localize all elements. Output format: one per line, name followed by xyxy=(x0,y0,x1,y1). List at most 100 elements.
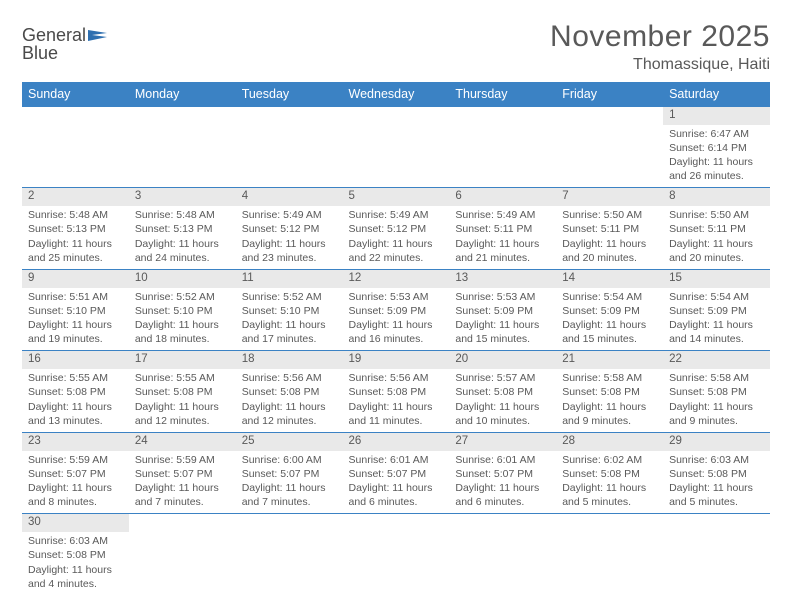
day-header: Tuesday xyxy=(236,82,343,107)
day-details: Sunrise: 5:52 AMSunset: 5:10 PMDaylight:… xyxy=(129,288,236,351)
day-number: 18 xyxy=(236,351,343,369)
calendar-cell: 25Sunrise: 6:00 AMSunset: 5:07 PMDayligh… xyxy=(236,432,343,513)
calendar-cell: 8Sunrise: 5:50 AMSunset: 5:11 PMDaylight… xyxy=(663,188,770,269)
day-details: Sunrise: 5:54 AMSunset: 5:09 PMDaylight:… xyxy=(556,288,663,351)
title-block: November 2025 Thomassique, Haiti xyxy=(550,20,770,74)
day-details: Sunrise: 5:50 AMSunset: 5:11 PMDaylight:… xyxy=(556,206,663,269)
calendar-cell: 11Sunrise: 5:52 AMSunset: 5:10 PMDayligh… xyxy=(236,269,343,350)
day-header: Wednesday xyxy=(343,82,450,107)
calendar-row: 23Sunrise: 5:59 AMSunset: 5:07 PMDayligh… xyxy=(22,432,770,513)
calendar-cell: 26Sunrise: 6:01 AMSunset: 5:07 PMDayligh… xyxy=(343,432,450,513)
calendar-cell: 29Sunrise: 6:03 AMSunset: 5:08 PMDayligh… xyxy=(663,432,770,513)
brand-part1: General xyxy=(22,25,86,45)
calendar-cell-empty xyxy=(129,514,236,595)
day-number: 11 xyxy=(236,270,343,288)
day-details: Sunrise: 6:03 AMSunset: 5:08 PMDaylight:… xyxy=(22,532,129,595)
calendar-cell-empty xyxy=(129,107,236,188)
day-number: 27 xyxy=(449,433,556,451)
day-number: 8 xyxy=(663,188,770,206)
calendar-cell-empty xyxy=(236,514,343,595)
day-details: Sunrise: 5:49 AMSunset: 5:11 PMDaylight:… xyxy=(449,206,556,269)
calendar-cell: 6Sunrise: 5:49 AMSunset: 5:11 PMDaylight… xyxy=(449,188,556,269)
calendar-cell: 4Sunrise: 5:49 AMSunset: 5:12 PMDaylight… xyxy=(236,188,343,269)
calendar-cell-empty xyxy=(343,514,450,595)
day-number: 17 xyxy=(129,351,236,369)
page-subtitle: Thomassique, Haiti xyxy=(550,56,770,74)
calendar-cell: 10Sunrise: 5:52 AMSunset: 5:10 PMDayligh… xyxy=(129,269,236,350)
calendar-cell-empty xyxy=(556,514,663,595)
calendar-cell: 3Sunrise: 5:48 AMSunset: 5:13 PMDaylight… xyxy=(129,188,236,269)
calendar-cell: 7Sunrise: 5:50 AMSunset: 5:11 PMDaylight… xyxy=(556,188,663,269)
calendar-cell-empty xyxy=(236,107,343,188)
page-title: November 2025 xyxy=(550,20,770,54)
day-details: Sunrise: 5:48 AMSunset: 5:13 PMDaylight:… xyxy=(129,206,236,269)
calendar-cell: 12Sunrise: 5:53 AMSunset: 5:09 PMDayligh… xyxy=(343,269,450,350)
day-number: 16 xyxy=(22,351,129,369)
day-number: 12 xyxy=(343,270,450,288)
day-details: Sunrise: 6:00 AMSunset: 5:07 PMDaylight:… xyxy=(236,451,343,514)
day-number: 9 xyxy=(22,270,129,288)
day-details: Sunrise: 5:53 AMSunset: 5:09 PMDaylight:… xyxy=(343,288,450,351)
day-details: Sunrise: 5:51 AMSunset: 5:10 PMDaylight:… xyxy=(22,288,129,351)
calendar-cell: 1Sunrise: 6:47 AMSunset: 6:14 PMDaylight… xyxy=(663,107,770,188)
day-details: Sunrise: 6:01 AMSunset: 5:07 PMDaylight:… xyxy=(449,451,556,514)
day-number: 15 xyxy=(663,270,770,288)
day-header: Saturday xyxy=(663,82,770,107)
calendar-row: 2Sunrise: 5:48 AMSunset: 5:13 PMDaylight… xyxy=(22,188,770,269)
day-number: 20 xyxy=(449,351,556,369)
day-number: 21 xyxy=(556,351,663,369)
day-details: Sunrise: 5:58 AMSunset: 5:08 PMDaylight:… xyxy=(556,369,663,432)
day-number: 22 xyxy=(663,351,770,369)
calendar-table: SundayMondayTuesdayWednesdayThursdayFrid… xyxy=(22,82,770,595)
day-number: 10 xyxy=(129,270,236,288)
calendar-cell-empty xyxy=(449,514,556,595)
day-details: Sunrise: 5:54 AMSunset: 5:09 PMDaylight:… xyxy=(663,288,770,351)
day-details: Sunrise: 6:03 AMSunset: 5:08 PMDaylight:… xyxy=(663,451,770,514)
calendar-cell: 24Sunrise: 5:59 AMSunset: 5:07 PMDayligh… xyxy=(129,432,236,513)
calendar-cell: 23Sunrise: 5:59 AMSunset: 5:07 PMDayligh… xyxy=(22,432,129,513)
day-number: 23 xyxy=(22,433,129,451)
day-details: Sunrise: 5:55 AMSunset: 5:08 PMDaylight:… xyxy=(129,369,236,432)
day-details: Sunrise: 6:47 AMSunset: 6:14 PMDaylight:… xyxy=(663,125,770,188)
day-number: 28 xyxy=(556,433,663,451)
page-header: General Blue November 2025 Thomassique, … xyxy=(22,20,770,74)
day-header: Sunday xyxy=(22,82,129,107)
day-details: Sunrise: 5:50 AMSunset: 5:11 PMDaylight:… xyxy=(663,206,770,269)
calendar-cell: 20Sunrise: 5:57 AMSunset: 5:08 PMDayligh… xyxy=(449,351,556,432)
calendar-cell-empty xyxy=(663,514,770,595)
calendar-row: 1Sunrise: 6:47 AMSunset: 6:14 PMDaylight… xyxy=(22,107,770,188)
calendar-head: SundayMondayTuesdayWednesdayThursdayFrid… xyxy=(22,82,770,107)
calendar-body: 1Sunrise: 6:47 AMSunset: 6:14 PMDaylight… xyxy=(22,107,770,595)
calendar-cell-empty xyxy=(22,107,129,188)
calendar-cell: 18Sunrise: 5:56 AMSunset: 5:08 PMDayligh… xyxy=(236,351,343,432)
calendar-cell: 22Sunrise: 5:58 AMSunset: 5:08 PMDayligh… xyxy=(663,351,770,432)
day-details: Sunrise: 5:58 AMSunset: 5:08 PMDaylight:… xyxy=(663,369,770,432)
flag-icon xyxy=(87,28,109,42)
calendar-cell: 19Sunrise: 5:56 AMSunset: 5:08 PMDayligh… xyxy=(343,351,450,432)
day-number: 4 xyxy=(236,188,343,206)
day-details: Sunrise: 5:55 AMSunset: 5:08 PMDaylight:… xyxy=(22,369,129,432)
day-header: Friday xyxy=(556,82,663,107)
calendar-row: 30Sunrise: 6:03 AMSunset: 5:08 PMDayligh… xyxy=(22,514,770,595)
brand-part2: Blue xyxy=(22,43,58,63)
day-number: 2 xyxy=(22,188,129,206)
day-number: 7 xyxy=(556,188,663,206)
day-number: 30 xyxy=(22,514,129,532)
calendar-cell: 28Sunrise: 6:02 AMSunset: 5:08 PMDayligh… xyxy=(556,432,663,513)
day-number: 25 xyxy=(236,433,343,451)
calendar-cell: 27Sunrise: 6:01 AMSunset: 5:07 PMDayligh… xyxy=(449,432,556,513)
calendar-cell: 30Sunrise: 6:03 AMSunset: 5:08 PMDayligh… xyxy=(22,514,129,595)
day-number: 6 xyxy=(449,188,556,206)
day-number: 14 xyxy=(556,270,663,288)
day-details: Sunrise: 5:49 AMSunset: 5:12 PMDaylight:… xyxy=(343,206,450,269)
calendar-cell: 21Sunrise: 5:58 AMSunset: 5:08 PMDayligh… xyxy=(556,351,663,432)
day-header: Monday xyxy=(129,82,236,107)
day-number: 19 xyxy=(343,351,450,369)
day-number: 26 xyxy=(343,433,450,451)
day-number: 24 xyxy=(129,433,236,451)
brand-logo: General Blue xyxy=(22,20,109,62)
day-details: Sunrise: 5:59 AMSunset: 5:07 PMDaylight:… xyxy=(22,451,129,514)
calendar-cell: 9Sunrise: 5:51 AMSunset: 5:10 PMDaylight… xyxy=(22,269,129,350)
brand-text: General Blue xyxy=(22,26,109,62)
calendar-cell: 14Sunrise: 5:54 AMSunset: 5:09 PMDayligh… xyxy=(556,269,663,350)
